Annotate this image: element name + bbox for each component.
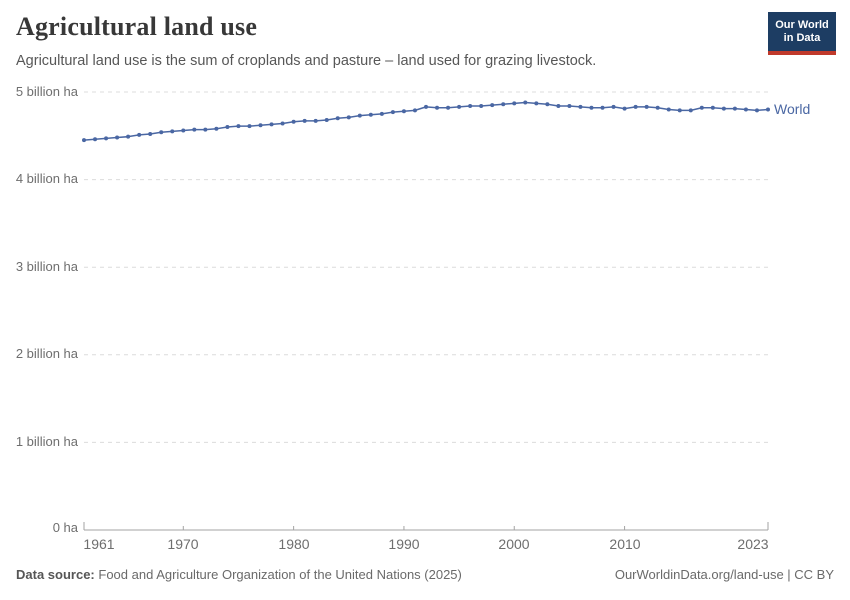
x-axis-tick-1990: 1990 bbox=[388, 536, 420, 552]
x-axis-tick-1980: 1980 bbox=[278, 536, 310, 552]
x-axis-tick-2023: 2023 bbox=[737, 536, 769, 552]
y-axis-tick-0: 0 ha bbox=[52, 520, 78, 535]
x-axis-tick-1961: 1961 bbox=[83, 536, 115, 552]
x-axis-tick-1970: 1970 bbox=[167, 536, 199, 552]
attribution-link[interactable]: OurWorldinData.org/land-use | CC BY bbox=[614, 567, 834, 582]
y-axis-tick-5: 5 billion ha bbox=[15, 84, 78, 99]
y-axis-tick-3: 3 billion ha bbox=[15, 259, 78, 274]
owid-logo-line1: Our World bbox=[775, 18, 829, 31]
y-axis-tick-1: 1 billion ha bbox=[15, 434, 78, 449]
owid-logo-line2: in Data bbox=[783, 31, 821, 44]
data-source-label: Data source: bbox=[16, 567, 95, 582]
y-axis-tick-2: 2 billion ha bbox=[15, 346, 78, 361]
chart-footer: Data source: Food and Agriculture Organi… bbox=[0, 567, 850, 582]
x-axis-tick-2010: 2010 bbox=[609, 536, 641, 552]
owid-logo[interactable]: Our World in Data bbox=[768, 12, 836, 55]
page-title: Agricultural land use bbox=[16, 12, 258, 41]
chart-subtitle: Agricultural land use is the sum of crop… bbox=[16, 53, 597, 69]
data-source-text: Food and Agriculture Organization of the… bbox=[98, 567, 462, 582]
x-axis-tick-2000: 2000 bbox=[498, 536, 530, 552]
data-source-line: Data source: Food and Agriculture Organi… bbox=[16, 567, 462, 582]
series-label-world: World bbox=[774, 101, 811, 117]
y-axis-tick-4: 4 billion ha bbox=[15, 171, 78, 186]
